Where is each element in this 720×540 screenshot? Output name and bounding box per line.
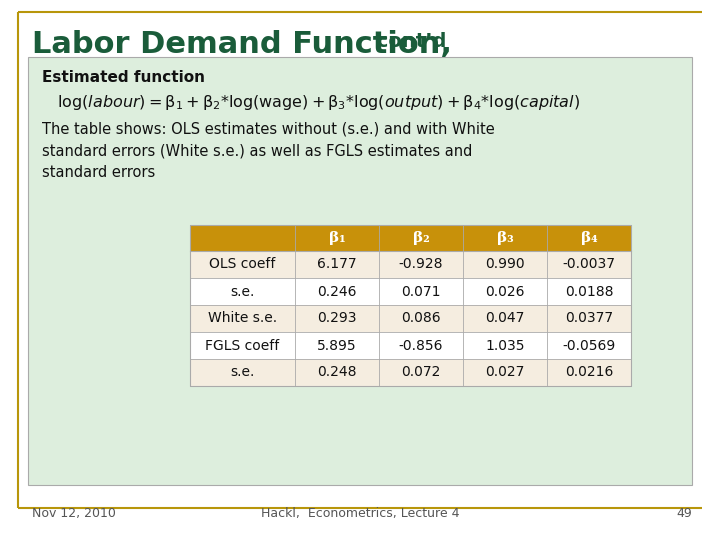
Text: -0.928: -0.928: [399, 258, 444, 272]
FancyBboxPatch shape: [190, 251, 631, 278]
Text: 0.990: 0.990: [485, 258, 525, 272]
Text: Labor Demand Function,: Labor Demand Function,: [32, 30, 452, 59]
Text: 0.0216: 0.0216: [564, 366, 613, 380]
Text: 49: 49: [676, 507, 692, 520]
Text: 0.086: 0.086: [401, 312, 441, 326]
Text: cont’d: cont’d: [370, 32, 446, 51]
Text: -0.856: -0.856: [399, 339, 444, 353]
Text: The table shows: OLS estimates without (s.e.) and with White
standard errors (Wh: The table shows: OLS estimates without (…: [42, 122, 495, 180]
Text: $\mathrm{log(}$$\mathit{labour}$$\mathrm{) = \beta_1 + \beta_2{*}log(wage) + \be: $\mathrm{log(}$$\mathit{labour}$$\mathrm…: [42, 93, 580, 112]
Text: 0.0377: 0.0377: [565, 312, 613, 326]
Text: Nov 12, 2010: Nov 12, 2010: [32, 507, 116, 520]
Text: s.e.: s.e.: [230, 285, 255, 299]
FancyBboxPatch shape: [190, 278, 631, 305]
Text: β₃: β₃: [497, 231, 513, 245]
Text: -0.0569: -0.0569: [562, 339, 616, 353]
Text: 0.047: 0.047: [485, 312, 525, 326]
Text: 5.895: 5.895: [318, 339, 357, 353]
Text: FGLS coeff: FGLS coeff: [205, 339, 279, 353]
Text: 0.248: 0.248: [318, 366, 356, 380]
Text: OLS coeff: OLS coeff: [210, 258, 276, 272]
FancyBboxPatch shape: [190, 332, 631, 359]
Text: 0.071: 0.071: [401, 285, 441, 299]
Text: β₁: β₁: [328, 231, 346, 245]
Text: 0.026: 0.026: [485, 285, 525, 299]
Text: 0.246: 0.246: [318, 285, 356, 299]
Text: 6.177: 6.177: [318, 258, 357, 272]
FancyBboxPatch shape: [190, 225, 631, 251]
Text: White s.e.: White s.e.: [208, 312, 277, 326]
Text: -0.0037: -0.0037: [562, 258, 616, 272]
Text: β₂: β₂: [413, 231, 429, 245]
Text: 1.035: 1.035: [485, 339, 525, 353]
Text: s.e.: s.e.: [230, 366, 255, 380]
FancyBboxPatch shape: [190, 305, 631, 332]
Text: Hackl,  Econometrics, Lecture 4: Hackl, Econometrics, Lecture 4: [261, 507, 459, 520]
Text: 0.293: 0.293: [318, 312, 356, 326]
FancyBboxPatch shape: [28, 57, 692, 485]
Text: 0.027: 0.027: [485, 366, 525, 380]
Text: Estimated function: Estimated function: [42, 70, 205, 85]
Text: 0.0188: 0.0188: [564, 285, 613, 299]
FancyBboxPatch shape: [190, 359, 631, 386]
Text: β₄: β₄: [580, 231, 598, 245]
Text: 0.072: 0.072: [401, 366, 441, 380]
